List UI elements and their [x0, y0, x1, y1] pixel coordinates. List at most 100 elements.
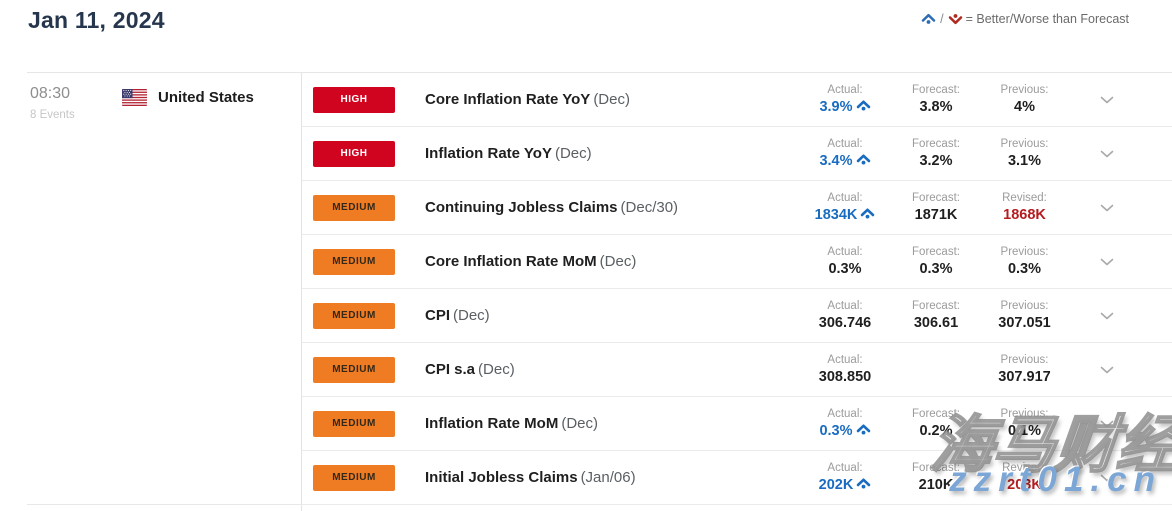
event-period: (Dec): [478, 361, 515, 378]
actual-value: 308.850: [818, 369, 872, 385]
event-name: Inflation Rate YoY (Dec): [425, 145, 795, 162]
better-than-forecast-icon: [921, 13, 936, 25]
event-row[interactable]: MEDIUM Continuing Jobless Claims (Dec/30)…: [302, 181, 1172, 235]
actual-label: Actual:: [827, 192, 863, 204]
actual-column: Actual: 3.9%: [795, 84, 895, 115]
legend-separator: /: [940, 12, 944, 26]
previous-label: Previous:: [1000, 84, 1049, 96]
forecast-label: Forecast:: [912, 192, 960, 204]
time-country-column: 08:30 8 Events: [27, 73, 302, 511]
event-title: Core Inflation Rate MoM: [425, 253, 597, 270]
forecast-value: 210K: [918, 477, 954, 493]
actual-column: Actual: 0.3%: [795, 246, 895, 277]
event-name: Continuing Jobless Claims (Dec/30): [425, 199, 795, 216]
actual-column: Actual: 306.746: [795, 300, 895, 331]
forecast-value: 3.2%: [919, 153, 953, 169]
importance-badge: MEDIUM: [313, 194, 395, 221]
importance-label: MEDIUM: [332, 310, 376, 321]
previous-column: Revised: 203K: [977, 462, 1072, 493]
chevron-down-icon[interactable]: [1088, 474, 1126, 482]
importance-badge: MEDIUM: [313, 410, 395, 437]
importance-label: HIGH: [340, 94, 368, 105]
forecast-label: Forecast:: [912, 246, 960, 258]
events-count: 8 Events: [30, 109, 75, 121]
previous-label: Previous:: [1000, 300, 1049, 312]
event-title: CPI s.a: [425, 361, 476, 378]
previous-value: 0.1%: [1007, 423, 1042, 439]
event-name: Core Inflation Rate YoY (Dec): [425, 91, 795, 108]
forecast-column: Forecast: 3.8%: [895, 84, 977, 115]
event-name: CPI (Dec): [425, 307, 795, 324]
previous-value: 307.051: [998, 315, 1051, 331]
actual-value: 306.746: [818, 315, 872, 331]
previous-column: Previous: 0.1%: [977, 408, 1072, 439]
actual-column: Actual: 202K: [795, 462, 895, 493]
worse-than-forecast-icon: [948, 13, 963, 25]
event-time: 08:30: [30, 85, 71, 102]
importance-badge: MEDIUM: [313, 356, 395, 383]
event-title: Inflation Rate MoM: [425, 415, 559, 432]
actual-column: Actual: 0.3%: [795, 408, 895, 439]
actual-label: Actual:: [827, 246, 863, 258]
chevron-down-icon[interactable]: [1088, 366, 1126, 374]
event-row[interactable]: HIGH Inflation Rate YoY (Dec) Actual: 3.4…: [302, 127, 1172, 181]
better-than-forecast-icon: [856, 153, 871, 169]
actual-column: Actual: 1834K: [795, 192, 895, 223]
event-name: Inflation Rate MoM (Dec): [425, 415, 795, 432]
event-period: (Dec): [599, 253, 637, 270]
previous-value: 4%: [1014, 99, 1035, 115]
event-row[interactable]: MEDIUM CPI (Dec) Actual: 306.746 Forecast…: [302, 289, 1172, 343]
country-name: United States: [158, 89, 254, 106]
importance-badge: HIGH: [313, 86, 395, 113]
event-row[interactable]: MEDIUM Inflation Rate MoM (Dec) Actual: 0…: [302, 397, 1172, 451]
importance-badge: MEDIUM: [313, 302, 395, 329]
us-flag-icon: [122, 89, 147, 106]
forecast-label: Forecast:: [912, 462, 960, 474]
divider: [27, 504, 302, 505]
previous-value: 0.3%: [1007, 261, 1042, 277]
actual-column: Actual: 308.850: [795, 354, 895, 385]
event-name: Initial Jobless Claims (Jan/06): [425, 469, 795, 486]
event-row[interactable]: MEDIUM Initial Jobless Claims (Jan/06) Ac…: [302, 451, 1172, 505]
previous-label: Previous:: [1000, 408, 1049, 420]
event-row[interactable]: MEDIUM Core Inflation Rate MoM (Dec) Actu…: [302, 235, 1172, 289]
importance-label: HIGH: [340, 148, 368, 159]
chevron-down-icon[interactable]: [1088, 96, 1126, 104]
previous-column: Previous: 3.1%: [977, 138, 1072, 169]
actual-value: 0.3%: [828, 261, 862, 277]
actual-label: Actual:: [827, 408, 863, 420]
previous-column: Previous: 4%: [977, 84, 1072, 115]
importance-badge: HIGH: [313, 140, 395, 167]
previous-label: Revised:: [1002, 462, 1047, 474]
legend: / = Better/Worse than Forecast: [921, 12, 1129, 26]
forecast-column: Forecast: 1871K: [895, 192, 977, 223]
chevron-down-icon[interactable]: [1088, 150, 1126, 158]
chevron-down-icon[interactable]: [1088, 204, 1126, 212]
actual-column: Actual: 3.4%: [795, 138, 895, 169]
previous-label: Revised:: [1002, 192, 1047, 204]
event-row[interactable]: MEDIUM CPI s.a (Dec) Actual: 308.850 Prev…: [302, 343, 1172, 397]
forecast-column: Forecast: 0.2%: [895, 408, 977, 439]
chevron-down-icon[interactable]: [1088, 312, 1126, 320]
event-title: Continuing Jobless Claims: [425, 199, 618, 216]
importance-label: MEDIUM: [332, 472, 376, 483]
actual-value: 3.4%: [819, 153, 853, 169]
previous-label: Previous:: [1000, 354, 1049, 366]
event-name: Core Inflation Rate MoM (Dec): [425, 253, 795, 270]
event-row[interactable]: HIGH Core Inflation Rate YoY (Dec) Actual…: [302, 73, 1172, 127]
legend-text: = Better/Worse than Forecast: [965, 12, 1129, 26]
actual-value: 3.9%: [819, 99, 853, 115]
chevron-down-icon[interactable]: [1088, 420, 1126, 428]
previous-column: Previous: 0.3%: [977, 246, 1072, 277]
importance-label: MEDIUM: [332, 202, 376, 213]
previous-value: 1868K: [1003, 207, 1046, 223]
event-period: (Dec): [554, 145, 592, 162]
actual-value: 0.3%: [819, 423, 853, 439]
calendar-table: 08:30 8 Events: [27, 72, 1172, 511]
chevron-down-icon[interactable]: [1088, 258, 1126, 266]
event-period: (Dec): [453, 307, 490, 324]
event-period: (Jan/06): [580, 469, 636, 486]
country-cell[interactable]: United States: [122, 89, 254, 106]
forecast-label: Forecast:: [912, 84, 960, 96]
events-list: HIGH Core Inflation Rate YoY (Dec) Actual…: [302, 73, 1172, 511]
